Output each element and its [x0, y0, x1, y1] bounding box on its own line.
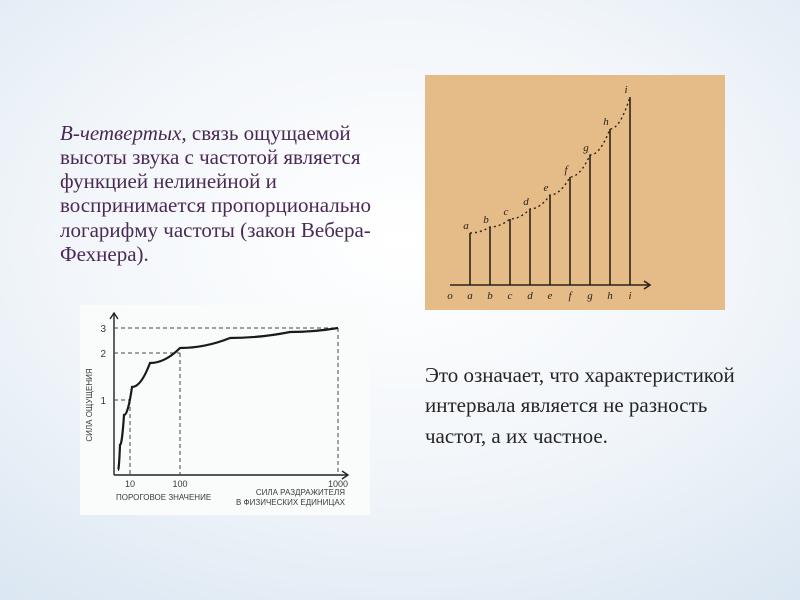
svg-text:e: e	[548, 290, 553, 302]
svg-text:c: c	[504, 206, 509, 218]
svg-text:d: d	[527, 290, 533, 302]
svg-text:a: a	[467, 290, 473, 302]
svg-text:f: f	[568, 290, 573, 302]
paragraph-primary: В-четвертых, связь ощущаемой высоты звук…	[60, 100, 390, 287]
svg-text:g: g	[587, 290, 593, 302]
svg-text:f: f	[564, 164, 569, 176]
svg-text:d: d	[523, 196, 529, 208]
svg-text:3: 3	[100, 324, 106, 335]
svg-text:СИЛА РАЗДРАЖИТЕЛЯ: СИЛА РАЗДРАЖИТЕЛЯ	[256, 488, 345, 497]
log-curve-svg: 123101001000СИЛА ОЩУЩЕНИЯПОРОГОВОЕ ЗНАЧЕ…	[80, 305, 370, 515]
svg-text:i: i	[628, 290, 631, 302]
svg-text:100: 100	[172, 479, 187, 489]
para1: В-четвертых, связь ощущаемой высоты звук…	[60, 121, 390, 266]
svg-text:ПОРОГОВОЕ ЗНАЧЕНИЕ: ПОРОГОВОЕ ЗНАЧЕНИЕ	[116, 493, 211, 502]
figure-log-curve: 123101001000СИЛА ОЩУЩЕНИЯПОРОГОВОЕ ЗНАЧЕ…	[80, 305, 370, 515]
svg-text:g: g	[583, 142, 589, 154]
svg-text:o: o	[447, 290, 453, 302]
svg-text:b: b	[487, 290, 493, 302]
svg-text:СИЛА ОЩУЩЕНИЯ: СИЛА ОЩУЩЕНИЯ	[85, 368, 94, 442]
svg-text:В ФИЗИЧЕСКИХ ЕДИНИЦАХ: В ФИЗИЧЕСКИХ ЕДИНИЦАХ	[236, 498, 346, 507]
svg-text:10: 10	[125, 479, 135, 489]
svg-text:a: a	[463, 220, 469, 232]
svg-text:c: c	[508, 290, 513, 302]
exp-curve-svg: o a a b b c c d d e e f f g g h h i i	[425, 75, 725, 310]
svg-text:2: 2	[100, 349, 106, 360]
svg-text:1: 1	[100, 396, 106, 407]
svg-text:e: e	[544, 182, 549, 194]
svg-text:h: h	[603, 116, 609, 128]
para1-lead: В-четвертых,	[60, 121, 187, 145]
svg-text:i: i	[624, 84, 627, 96]
figure-exp-curve: o a a b b c c d d e e f f g g h h i i	[425, 75, 725, 310]
svg-text:b: b	[483, 214, 489, 226]
svg-text:h: h	[607, 290, 613, 302]
paragraph-secondary: Это означает, что характеристикой интерв…	[425, 360, 745, 451]
